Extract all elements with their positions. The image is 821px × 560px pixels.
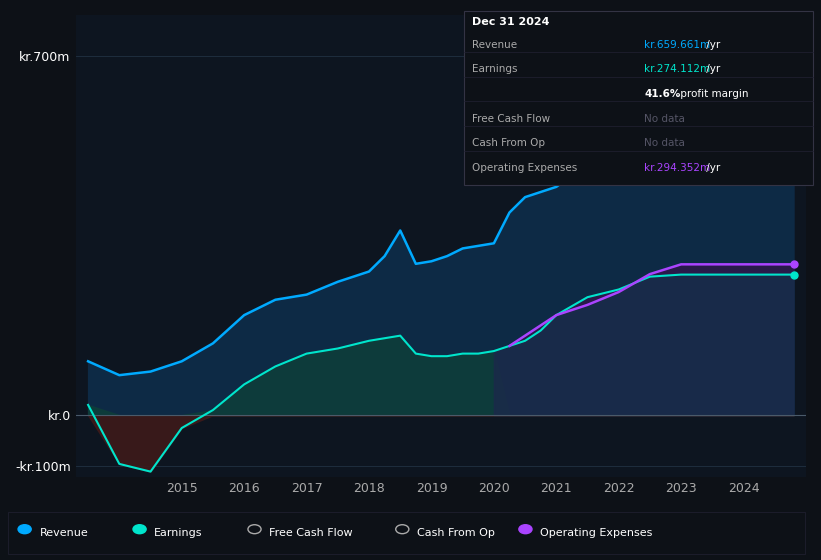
Text: Dec 31 2024: Dec 31 2024 <box>472 17 549 27</box>
Text: kr.659.661m: kr.659.661m <box>644 40 711 50</box>
Text: Earnings: Earnings <box>154 528 203 538</box>
Text: kr.294.352m: kr.294.352m <box>644 163 711 173</box>
Text: Free Cash Flow: Free Cash Flow <box>472 114 550 124</box>
Text: Earnings: Earnings <box>472 64 517 74</box>
Text: Cash From Op: Cash From Op <box>417 528 495 538</box>
Text: Revenue: Revenue <box>39 528 88 538</box>
Text: /yr: /yr <box>703 64 721 74</box>
Text: Operating Expenses: Operating Expenses <box>472 163 577 173</box>
Text: Cash From Op: Cash From Op <box>472 138 545 148</box>
Text: /yr: /yr <box>703 163 721 173</box>
Text: No data: No data <box>644 138 686 148</box>
Text: Free Cash Flow: Free Cash Flow <box>269 528 353 538</box>
Text: profit margin: profit margin <box>677 89 749 99</box>
Text: 41.6%: 41.6% <box>644 89 681 99</box>
Text: /yr: /yr <box>703 40 721 50</box>
Text: No data: No data <box>644 114 686 124</box>
Text: Operating Expenses: Operating Expenses <box>540 528 653 538</box>
Text: kr.274.112m: kr.274.112m <box>644 64 711 74</box>
Text: Revenue: Revenue <box>472 40 517 50</box>
